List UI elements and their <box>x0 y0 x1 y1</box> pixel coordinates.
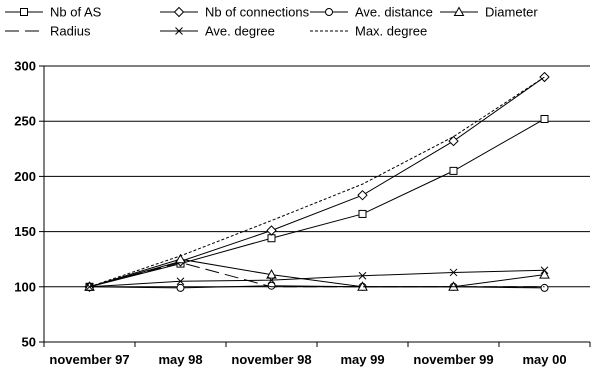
series-radius <box>89 261 545 288</box>
series-line-nb-of-connections <box>89 76 545 288</box>
series-line-diameter <box>89 258 545 288</box>
data-point-diameter <box>175 253 186 264</box>
series-line-nb-of-as <box>89 118 545 288</box>
series-line-max-degree <box>89 76 545 288</box>
data-point-diameter <box>539 269 550 279</box>
data-point-nb-of-as <box>540 114 549 123</box>
legend-label: Radius <box>50 24 91 39</box>
series-line-ave-degree <box>89 269 545 288</box>
data-point-ave-degree <box>540 266 549 275</box>
legend-item-max-degree: Max. degree <box>310 24 427 39</box>
legend-item-diameter: Diameter <box>440 5 538 20</box>
legend: Nb of AS Nb of connections Ave. distance Di… <box>5 5 538 39</box>
x-tick-label: november 98 <box>231 352 311 367</box>
series-max-degree <box>89 76 545 288</box>
x-tick-label: november 97 <box>49 352 129 367</box>
data-point-nb-of-as <box>449 166 458 175</box>
legend-marker <box>173 6 185 18</box>
data-point-ave-degree <box>358 271 367 280</box>
series-group <box>84 71 550 293</box>
data-point-ave-distance <box>176 283 185 292</box>
series-line-radius <box>89 261 545 288</box>
data-point-nb-of-as <box>267 234 276 243</box>
y-tick-label: 100 <box>14 279 36 294</box>
data-point-diameter <box>266 269 277 279</box>
legend-item-ave-distance: Ave. distance <box>310 5 433 20</box>
y-tick-label: 150 <box>14 224 36 239</box>
tick-labels: 50 100 150 200 250 300 november 97 may 98 novemb… <box>14 59 566 368</box>
data-point-nb-of-connections <box>266 225 277 236</box>
data-point-nb-of-as <box>358 209 367 218</box>
legend-marker <box>20 8 28 16</box>
data-point-nb-of-connections <box>357 189 368 201</box>
legend-label: Max. degree <box>355 24 427 39</box>
y-tick-label: 50 <box>22 335 36 350</box>
axes <box>39 65 591 347</box>
data-point-ave-degree <box>267 276 276 285</box>
legend-label: Ave. distance <box>355 5 433 20</box>
x-tick-label: november 99 <box>413 352 493 367</box>
x-tick-label: may 98 <box>158 352 202 367</box>
y-tick-label: 250 <box>14 114 36 129</box>
data-point-ave-degree <box>449 268 458 277</box>
data-point-nb-of-connections <box>539 71 550 83</box>
data-point-nb-of-connections <box>448 135 459 147</box>
legend-item-nb-of-connections: Nb of connections <box>160 5 310 20</box>
y-tick-label: 200 <box>14 169 36 184</box>
legend-marker <box>175 27 183 35</box>
x-tick-label: may 99 <box>340 352 384 367</box>
y-tick-label: 300 <box>14 59 36 74</box>
legend-label: Nb of AS <box>50 5 102 20</box>
data-point-ave-degree <box>176 277 185 286</box>
legend-marker <box>325 8 333 16</box>
series-ave-degree <box>85 266 549 291</box>
legend-item-nb-of-as: Nb of AS <box>5 5 102 20</box>
legend-item-radius: Radius <box>5 24 91 39</box>
legend-label: Diameter <box>485 5 538 20</box>
x-tick-label: may 00 <box>522 352 566 367</box>
gridlines <box>44 65 590 288</box>
legend-label: Nb of connections <box>205 5 310 20</box>
data-point-ave-distance <box>540 283 549 292</box>
legend-marker <box>453 6 465 16</box>
legend-label: Ave. degree <box>205 24 275 39</box>
legend-item-ave-degree: Ave. degree <box>160 24 275 39</box>
